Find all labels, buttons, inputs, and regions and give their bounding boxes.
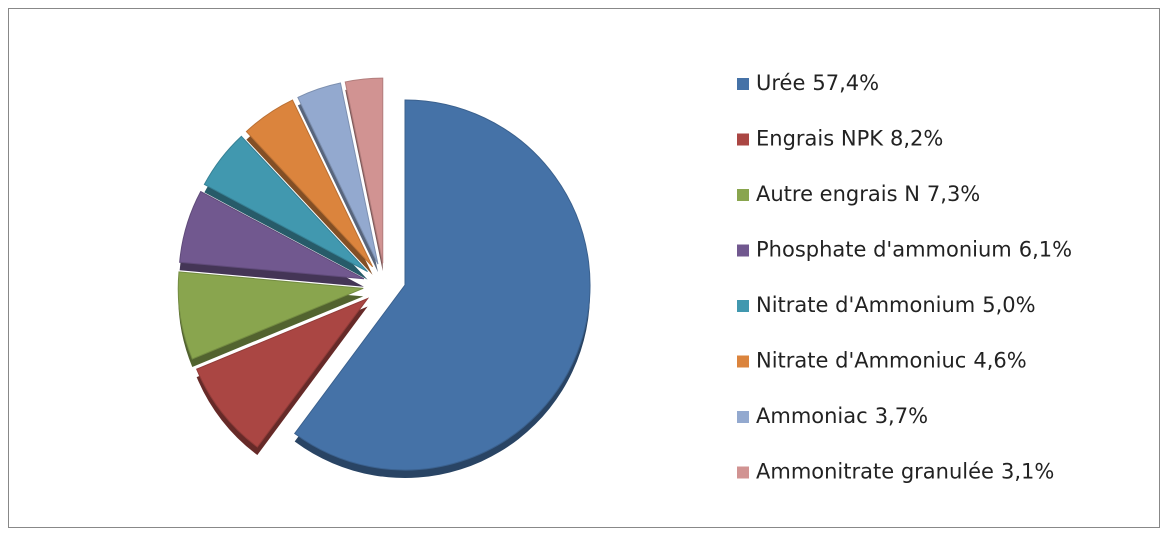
legend-value: 57,4% xyxy=(812,71,879,95)
slice xyxy=(297,82,379,265)
legend-category: Phosphate d'ammonium xyxy=(756,238,1012,262)
legend-value: 6,1% xyxy=(1019,238,1072,262)
legend-category: Engrais NPK xyxy=(756,127,884,151)
legend-label: Engrais NPK 8,2% xyxy=(756,127,943,151)
slice xyxy=(203,135,368,273)
legend-swatch xyxy=(737,466,749,479)
legend-swatch xyxy=(737,78,749,90)
legend-label: Autre engrais N 7,3% xyxy=(756,182,980,206)
slice xyxy=(196,297,370,448)
legend-label: Urée 57,4% xyxy=(756,71,879,95)
legend-swatch xyxy=(737,244,749,257)
slice xyxy=(344,77,384,264)
slice xyxy=(179,190,365,280)
legend-label: Nitrate d'Ammoniuc 4,6% xyxy=(756,349,1027,373)
slice xyxy=(245,99,374,268)
legend-category: Autre engrais N xyxy=(756,182,920,206)
legend-category: Nitrate d'Ammonium xyxy=(756,293,975,317)
legend-swatch xyxy=(737,189,749,201)
legend-value: 7,3% xyxy=(927,182,980,206)
legend-value: 3,1% xyxy=(1001,460,1054,484)
legend-category: Nitrate d'Ammoniuc xyxy=(756,349,966,373)
legend-category: Ammonitrate granulée xyxy=(756,460,994,484)
legend-label: Nitrate d'Ammonium 5,0% xyxy=(756,293,1036,317)
legend-swatch xyxy=(737,300,749,312)
legend-value: 5,0% xyxy=(982,293,1035,317)
legend-value: 4,6% xyxy=(973,349,1026,373)
legend-category: Urée xyxy=(756,71,805,95)
legend-swatch xyxy=(737,355,749,368)
legend-label: Phosphate d'ammonium 6,1% xyxy=(756,238,1072,262)
legend-label: Ammonitrate granulée 3,1% xyxy=(756,460,1054,484)
legend-value: 3,7% xyxy=(875,404,928,428)
legend-category: Ammoniac xyxy=(756,404,868,428)
legend-label: Ammoniac 3,7% xyxy=(756,404,928,428)
legend-value: 8,2% xyxy=(890,127,943,151)
legend-swatch xyxy=(737,133,749,146)
slice xyxy=(177,271,364,360)
slice xyxy=(293,99,591,471)
legend-swatch xyxy=(737,411,749,423)
